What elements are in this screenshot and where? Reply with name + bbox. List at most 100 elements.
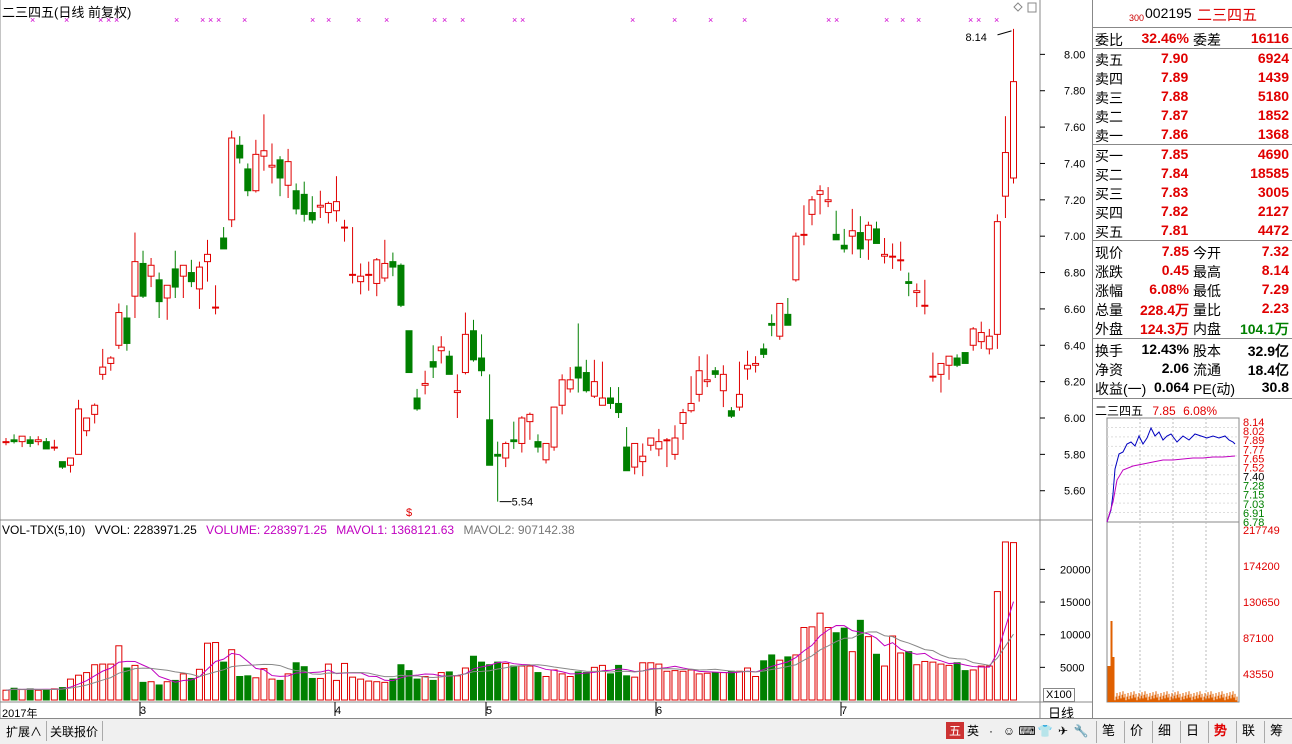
candle-body [349, 273, 357, 276]
panel-tabs: 笔价细日势联筹 [1092, 719, 1292, 744]
tab-1[interactable]: 价 [1124, 721, 1148, 743]
volume-bar [623, 675, 631, 701]
candle-body [969, 328, 977, 346]
volume-bar [615, 664, 623, 701]
candle-body [260, 150, 268, 157]
candle-body [542, 442, 550, 461]
tab-6[interactable]: 筹 [1264, 721, 1288, 743]
vol-indicator-name[interactable]: VOL-TDX(5,10) [2, 523, 86, 537]
volume-bar [83, 672, 91, 701]
period-label[interactable]: 日线 [1048, 706, 1075, 721]
price-tick-label: 5.80 [1064, 449, 1085, 461]
volume-tick-label: 15000 [1060, 597, 1091, 609]
candle-body [752, 362, 760, 366]
tab-0[interactable]: 笔 [1096, 721, 1120, 743]
candle-body [921, 304, 929, 307]
candle-body [760, 348, 768, 355]
tab-2[interactable]: 细 [1152, 721, 1176, 743]
price-tick-label: 7.20 [1064, 195, 1085, 207]
volume-bar [276, 679, 284, 701]
mavol1-value: MAVOL1: 1368121.63 [336, 523, 455, 537]
candle-body [655, 441, 663, 450]
candle-body [99, 366, 107, 375]
candle-body [582, 372, 590, 392]
quote-row: 涨跌 0.45 最高 8.14 [1095, 262, 1289, 280]
expand-button[interactable]: 扩展∧ [2, 721, 48, 741]
candle-body [421, 382, 429, 386]
ime-lang-icon[interactable]: 英 [966, 724, 979, 738]
volume-bar [469, 655, 477, 701]
candle-body [75, 408, 83, 455]
ask-row: 卖三 7.88 5180 [1095, 88, 1289, 106]
candle-body [872, 228, 880, 244]
ime-share-icon[interactable]: ✈ [1057, 724, 1069, 738]
volume-bar [808, 626, 816, 701]
volume-bar [123, 667, 131, 701]
volume-bar [147, 681, 155, 701]
related-quotes-button[interactable]: 关联报价 [46, 721, 104, 741]
bid-row: 买一 7.85 4690 [1095, 146, 1289, 164]
candle-body [66, 457, 74, 466]
candle-body [284, 161, 292, 186]
volume-bar [663, 670, 671, 701]
event-marker: × [384, 15, 389, 25]
ime-settings-icon[interactable]: 🔧 [1073, 724, 1089, 738]
event-marker: × [520, 15, 525, 25]
quote-panel: 300 002195 二三四五 委比 32.46% 委差 16116 卖五 7.9… [1092, 0, 1292, 718]
candle-body [526, 413, 534, 423]
candle-body [824, 199, 832, 203]
ime-toolbar[interactable]: 五英 · ☺ ⌨ 👕 ✈ 🔧 [946, 722, 1090, 742]
ime-mode-icon[interactable]: 五 [946, 722, 964, 739]
event-marker: × [200, 15, 205, 25]
fundamental-row: 收益(一) 0.064 PE(动) 30.8 [1095, 379, 1289, 397]
ime-punct-icon[interactable]: · [989, 724, 993, 738]
intraday-price-label: 7.28 [1243, 481, 1264, 493]
volume-bar [389, 678, 397, 701]
volume-bar [703, 672, 711, 701]
candle-body [679, 412, 687, 424]
candle-body [308, 212, 316, 221]
candle-body [437, 346, 445, 352]
candle-body [558, 379, 566, 406]
candle-body [445, 355, 453, 375]
price-tick-label: 8.00 [1064, 49, 1085, 61]
volume-bar [10, 687, 18, 701]
volume-bar [18, 689, 26, 701]
event-marker: × [64, 15, 69, 25]
candle-body [1001, 152, 1009, 197]
high-pointer [997, 30, 1012, 36]
volume-bar [75, 674, 83, 701]
ime-skin-icon[interactable]: 👕 [1037, 724, 1053, 738]
intraday-avg-line [1106, 455, 1236, 523]
volume-bar [478, 661, 486, 701]
tab-4[interactable]: 势 [1208, 721, 1232, 743]
volume-bar [66, 678, 74, 701]
candle-body [58, 461, 66, 468]
volume-bar [228, 649, 236, 701]
candle-body [881, 253, 889, 257]
tab-3[interactable]: 日 [1180, 721, 1204, 743]
intraday-price-label: 7.40 [1243, 472, 1264, 484]
ime-keyboard-icon[interactable]: ⌨ [1018, 724, 1036, 738]
price-tick-label: 6.80 [1064, 268, 1085, 280]
candle-body [83, 417, 91, 432]
candle-body [42, 441, 50, 450]
diamond-icon [1013, 2, 1023, 12]
volume-bar [42, 689, 50, 701]
volume-scale-badge[interactable]: X100 [1043, 688, 1075, 702]
candle-body [695, 370, 703, 395]
tab-5[interactable]: 联 [1236, 721, 1260, 743]
intraday-chart[interactable]: 8.148.027.897.777.657.527.407.287.157.03… [1093, 414, 1291, 714]
ime-emoji-icon[interactable]: ☺ [1002, 724, 1016, 738]
volume-bar [969, 669, 977, 701]
volume-bar [574, 671, 582, 701]
volume-bar [284, 673, 292, 701]
volume-bar [582, 672, 590, 701]
event-marker: × [98, 15, 103, 25]
candle-body [711, 370, 719, 375]
event-marker: × [174, 15, 179, 25]
candle-body [598, 397, 606, 406]
ask-row: 卖二 7.87 1852 [1095, 107, 1289, 125]
candle-body [977, 332, 985, 343]
main-chart-canvas[interactable]: 8.00 7.80 7.60 7.40 7.20 7.00 6.80 6.60 6.40 6.20… [0, 0, 1092, 718]
